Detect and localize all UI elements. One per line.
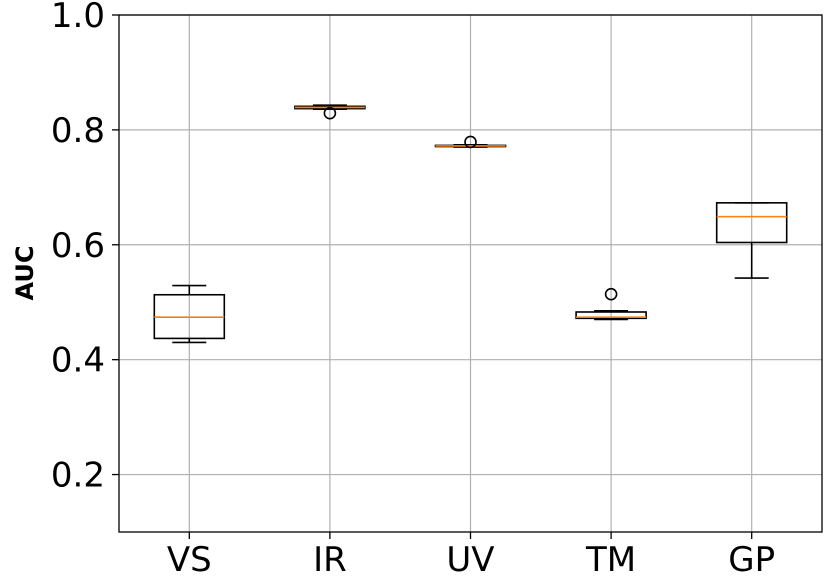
outlier-point <box>464 135 477 149</box>
plot-area <box>153 104 788 344</box>
y-tick-label: 0.8 <box>51 111 105 151</box>
x-axis: VS IR UV TM GP <box>167 532 775 580</box>
x-tick-label: IR <box>313 540 347 580</box>
box-iqr <box>575 311 647 320</box>
box-iqr <box>715 202 788 244</box>
y-tick-label: 0.2 <box>51 456 105 496</box>
outlier-point <box>323 106 337 120</box>
y-tick-label: 0.4 <box>51 341 105 381</box>
x-tick-label: UV <box>446 540 494 580</box>
outlier-point <box>604 287 618 301</box>
y-axis: 0.2 0.4 0.6 0.8 1.0 <box>51 0 119 496</box>
x-tick-label: GP <box>728 540 775 580</box>
grid-lines <box>119 14 822 532</box>
y-tick-label: 0.6 <box>51 226 105 266</box>
x-tick-label: VS <box>167 540 212 580</box>
y-axis-label: AUC <box>11 246 39 301</box>
x-tick-label: TM <box>585 540 636 580</box>
box-vs <box>153 284 226 344</box>
box-gp <box>715 202 788 279</box>
box-tm <box>575 287 647 321</box>
y-tick-label: 1.0 <box>51 0 105 36</box>
box-uv <box>434 135 507 149</box>
box-ir <box>294 104 366 120</box>
